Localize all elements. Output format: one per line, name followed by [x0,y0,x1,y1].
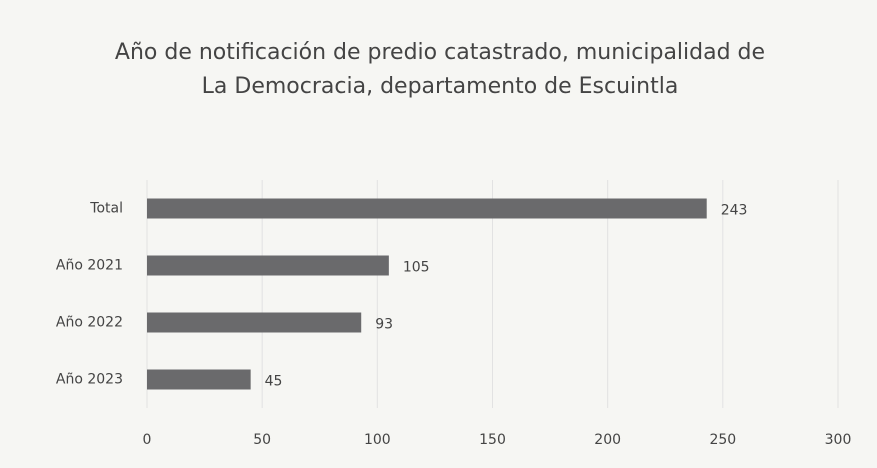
x-tick-label: 300 [825,432,852,448]
y-tick-label: Total [89,201,123,217]
x-tick-label: 200 [594,432,621,448]
bar [147,369,251,390]
x-tick-label: 250 [709,432,736,448]
y-tick-label: Año 2021 [56,258,123,274]
data-label: 45 [265,374,283,390]
data-label: 93 [375,317,393,333]
x-tick-label: 100 [364,432,391,448]
x-tick-label: 150 [479,432,506,448]
data-label: 105 [403,260,430,276]
x-tick-label: 50 [253,432,271,448]
chart-title: Año de notificación de predio catastrado… [114,40,766,99]
bar [147,255,389,276]
y-tick-label: Año 2023 [56,372,123,388]
bar [147,198,707,219]
data-label: 243 [721,203,748,219]
bar [147,312,362,333]
x-tick-label: 0 [143,432,152,448]
y-tick-label: Año 2022 [56,315,123,331]
